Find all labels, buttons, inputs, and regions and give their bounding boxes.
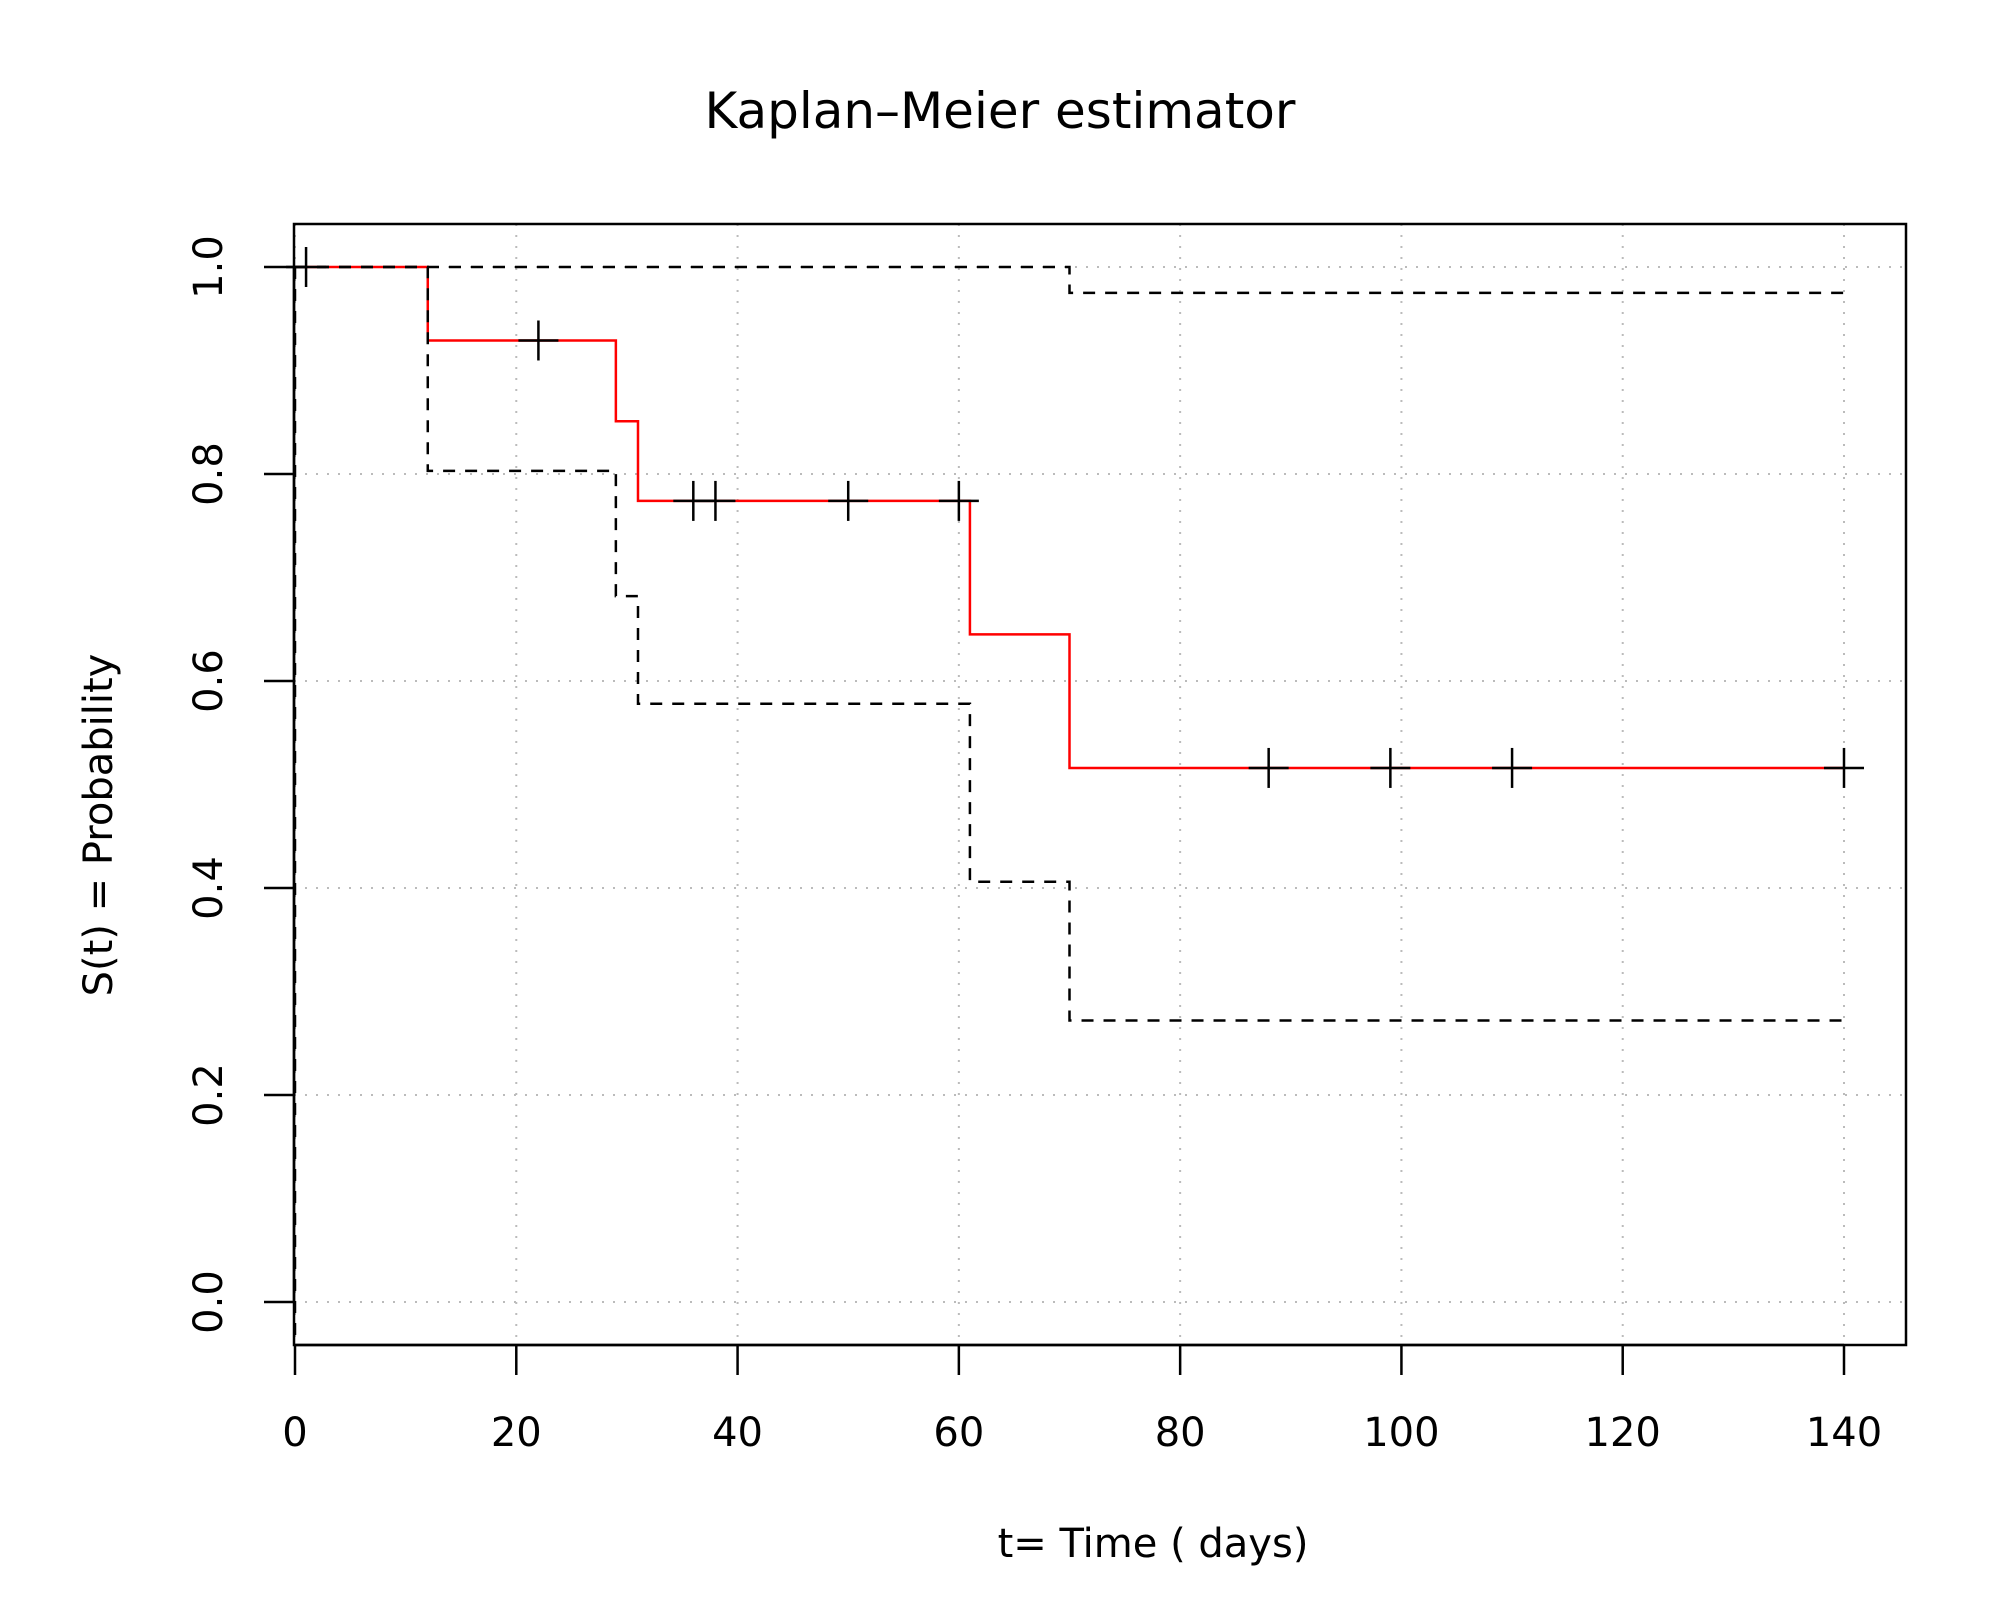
censor-mark [1248,747,1289,788]
censor-marks [286,247,1864,788]
x-tick-label: 140 [1806,1410,1882,1456]
plot-frame [292,222,1908,1347]
axes: 0 20 40 60 80 100 120 140 0.0 0.2 0.4 0.6 0.8 1.0 [186,235,1882,1456]
y-tick-label: 0.8 [186,442,232,506]
x-tick-label: 40 [712,1410,763,1456]
y-tick-label: 0.2 [186,1063,232,1127]
grid [294,224,1906,1345]
ci-lower-line [295,265,1844,1022]
y-axis-label: S(t) = Probability [76,654,122,997]
chart-title: Kaplan–Meier estimator [705,82,1296,140]
y-tick-label: 0.0 [186,1270,232,1334]
x-axis-label: t= Time ( days) [998,1521,1309,1567]
y-tick-label: 0.4 [186,856,232,920]
censor-mark [1824,747,1864,788]
x-tick-label: 20 [491,1410,542,1456]
censor-mark [1370,747,1411,788]
censor-mark [518,320,559,361]
censor-mark [695,480,736,521]
x-tick-label: 60 [933,1410,984,1456]
x-tick-label: 0 [282,1410,307,1456]
x-tick-label: 100 [1363,1410,1439,1456]
survival-line [295,265,1844,770]
series-group [293,265,1844,1345]
censor-mark [828,480,869,521]
x-tick-label: 80 [1155,1410,1206,1456]
censor-mark [938,480,979,521]
x-tick-label: 120 [1585,1410,1661,1456]
censor-mark [1492,747,1533,788]
y-tick-label: 0.6 [186,649,232,713]
ci-upper-line [295,265,1844,295]
y-tick-label: 1.0 [186,235,232,299]
